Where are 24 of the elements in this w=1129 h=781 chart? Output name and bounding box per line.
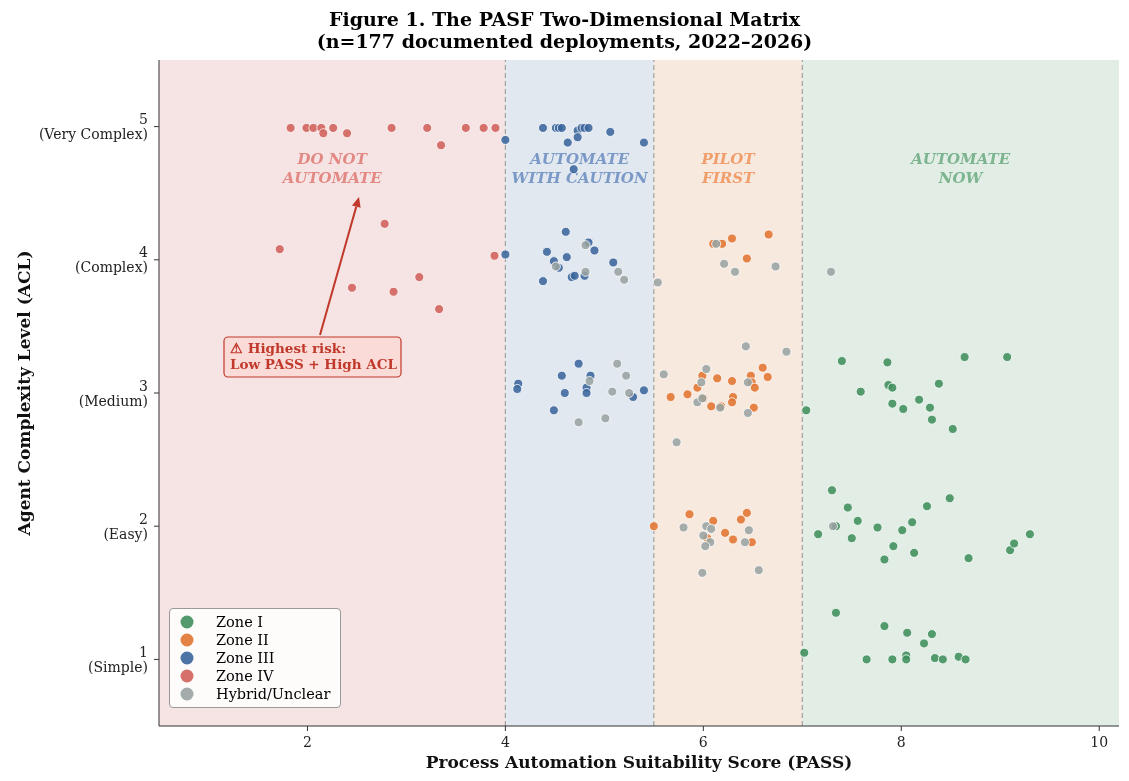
x-axis-title: Process Automation Suitability Score (PASS) [425,752,853,772]
band-label: AUTOMATE NOW [909,150,1011,187]
x-tick-label: 6 [698,734,708,750]
legend-label: Zone I [216,613,264,631]
x-tick-label: 4 [500,734,510,750]
legend-label: Hybrid/Unclear [216,685,331,703]
legend-label: Zone IV [216,667,274,685]
band-label: PILOT FIRST [700,150,757,187]
legend-label: Zone III [216,649,275,667]
x-tick-label: 8 [896,734,906,750]
legend-label: Zone II [216,631,269,649]
chart-title: Figure 1. The PASF Two-Dimensional Matrix [328,8,802,30]
y-tick-label: 5 (Very Complex) [38,111,148,143]
chart-subtitle: (n=177 documented deployments, 2022–2026) [315,30,814,52]
x-tick-label: 10 [1090,734,1109,750]
band-label: AUTOMATE WITH CAUTION [511,150,649,187]
band-label: DO NOT AUTOMATE [280,150,383,187]
y-tick-label: 1 (Simple) [88,643,148,675]
annotation: ⚠ Highest risk: Low PASS + High ACL [230,340,398,372]
y-tick-label: 2 (Easy) [103,510,148,542]
x-tick-label: 2 [302,734,312,750]
y-tick-label: 3 (Medium) [78,377,148,409]
y-tick-label: 4 (Complex) [75,244,149,276]
y-axis-title: Agent Complexity Level (ACL) [14,250,35,537]
